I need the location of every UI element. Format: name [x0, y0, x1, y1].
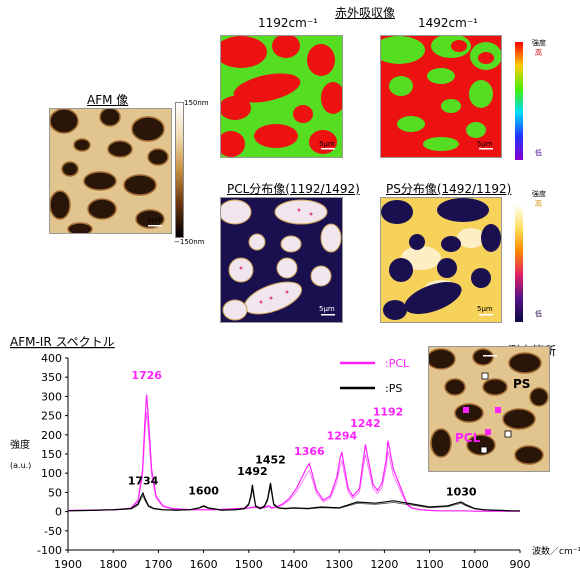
x-tick-label: 1900 [54, 558, 82, 571]
afm-min-label: −150nm [174, 238, 205, 246]
ps-image: 5μm [380, 197, 502, 323]
legend-label: :PS [385, 382, 402, 395]
ir-intensity-label: 強度 [532, 39, 546, 47]
y-tick-label: 200 [41, 429, 62, 442]
ir-1192-scale: 5μm [319, 140, 335, 148]
ps-scale: 5μm [477, 305, 493, 313]
y-tick-label: 250 [41, 410, 62, 423]
y-tick-label: 350 [41, 371, 62, 384]
ps-title-text: PS分布像(1492/1192) [386, 182, 512, 196]
y-tick-label: 300 [41, 390, 62, 403]
ps-title: PS分布像(1492/1192) [386, 180, 511, 197]
pcl-title: PCL分布像(1192/1492) [227, 180, 360, 197]
ir-1492-label: 1492cm⁻¹ [418, 16, 478, 30]
ir-colorbar [515, 42, 523, 160]
x-tick-label: 1400 [280, 558, 308, 571]
series-line-pcl-replicate [67, 411, 520, 512]
pcl-scale: 5μm [319, 305, 335, 313]
chart-title: AFM-IR スペクトル [10, 335, 115, 349]
peak-label: 1726 [131, 369, 162, 382]
pcl-title-text: PCL分布像(1192/1492) [227, 182, 360, 196]
afm-title: AFM 像 [87, 93, 129, 107]
peak-label: 1366 [294, 445, 325, 458]
measure-image: PS PCL [428, 346, 550, 472]
ratio-intensity-label: 強度 [532, 190, 546, 198]
x-tick-label: 1100 [416, 558, 444, 571]
ir-1192-label: 1192cm⁻¹ [258, 16, 318, 30]
x-tick-label: 1500 [235, 558, 263, 571]
peak-label: 1030 [446, 485, 477, 498]
x-tick-label: 1300 [325, 558, 353, 571]
ratio-high-label: 高 [535, 200, 542, 208]
x-tick-label: 900 [510, 558, 531, 571]
ratio-colorbar [515, 204, 523, 322]
y-tick-label: 0 [55, 506, 62, 519]
y-tick-label: 50 [48, 486, 62, 499]
x-tick-label: 1800 [99, 558, 127, 571]
pcl-image: 5μm [220, 197, 343, 323]
y-tick-label: 400 [41, 352, 62, 365]
x-axis-label: 波数／cm⁻¹ [532, 545, 580, 557]
ir-high-label: 高 [535, 49, 542, 57]
legend-label: :PCL [385, 357, 410, 370]
afm-colorbar [175, 102, 184, 238]
y-tick-label: -50 [44, 525, 62, 538]
y-axis-label: 強度 [10, 438, 30, 451]
y-tick-label: 150 [41, 448, 62, 461]
afm-max-label: 150nm [184, 99, 209, 107]
x-tick-label: 1600 [190, 558, 218, 571]
peak-label: 1192 [373, 406, 404, 419]
x-tick-label: 1000 [461, 558, 489, 571]
ir-low-label: 低 [535, 149, 542, 157]
ir-1492-image: 5μm [380, 35, 502, 158]
peak-label: 1600 [188, 484, 219, 497]
peak-label: 1452 [255, 454, 286, 467]
ir-1492-scale: 5μm [477, 140, 493, 148]
peak-label: 1242 [350, 417, 381, 430]
measure-ps-label: PS [513, 377, 531, 391]
afm-image: 5μm [49, 108, 172, 234]
afm-scale: 5μm [147, 216, 163, 224]
x-tick-label: 1200 [370, 558, 398, 571]
series-line-ps-replicate [67, 487, 520, 512]
ratio-low-label: 低 [535, 310, 542, 318]
y-tick-label: 100 [41, 467, 62, 480]
measure-pcl-label: PCL [455, 431, 481, 445]
x-tick-label: 1700 [144, 558, 172, 571]
series-line-ps [67, 482, 520, 512]
ir-1192-image: 5μm [220, 35, 343, 158]
ir-title: 赤外吸収像 [335, 6, 396, 20]
y-tick-label: -100 [37, 544, 62, 557]
y-axis-unit: (a.u.) [10, 461, 31, 470]
peak-label: 1492 [237, 465, 268, 478]
peak-label: 1294 [327, 429, 358, 442]
peak-label: 1734 [128, 475, 159, 488]
